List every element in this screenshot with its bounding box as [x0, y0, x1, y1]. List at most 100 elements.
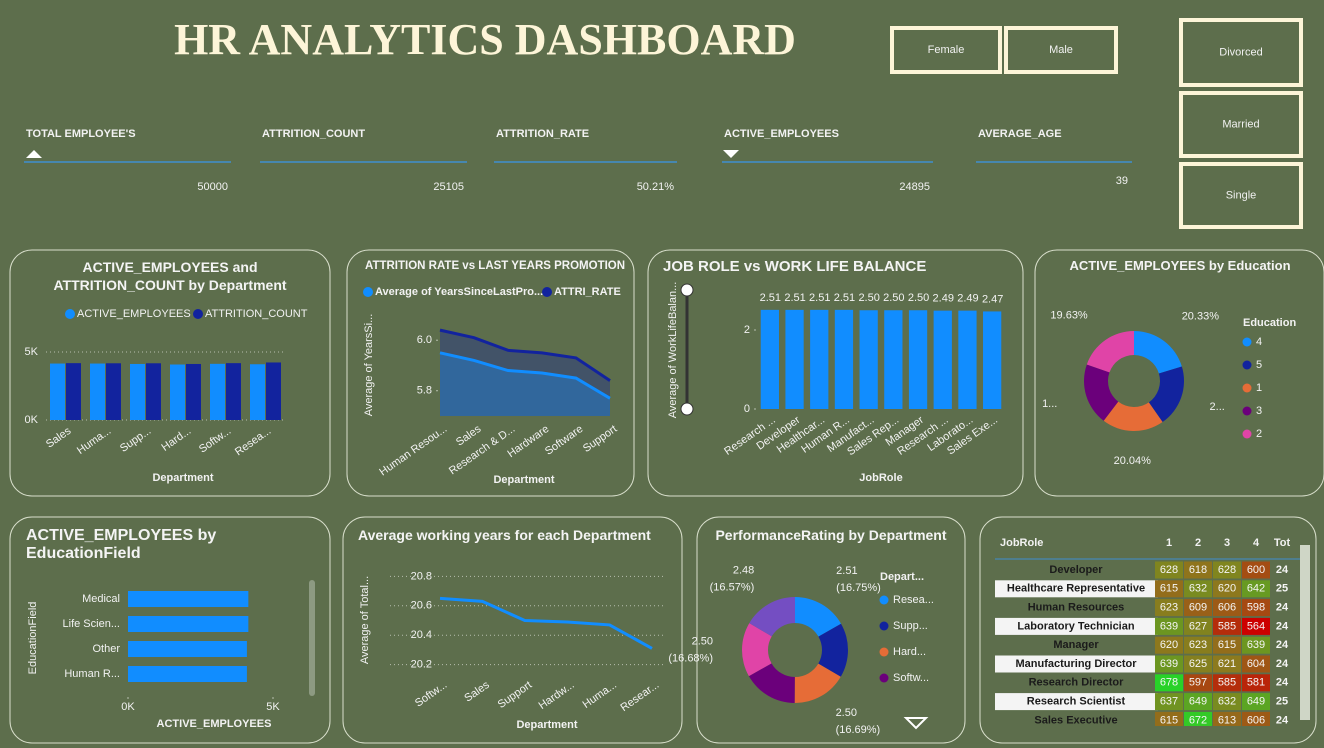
card [1034, 249, 1324, 497]
line [439, 328, 611, 382]
slicer-button[interactable] [1179, 18, 1303, 87]
matrix-row-header-cell [995, 561, 1158, 579]
x-tick-label: Softw... [197, 425, 233, 456]
slicer-button[interactable] [1179, 91, 1303, 158]
matrix-value: 620 [1160, 639, 1178, 651]
card [979, 516, 1317, 744]
matrix-cell [1155, 655, 1183, 673]
chart-title: JOB ROLE vs WORK LIFE BALANCE [663, 258, 927, 275]
slicer-label[interactable]: Male [1049, 44, 1073, 56]
y-axis-label: EducationField [27, 602, 39, 675]
bar [266, 362, 281, 420]
y-tick-label: 20.8 [411, 570, 432, 582]
matrix-value: 25 [1276, 583, 1288, 595]
x-tick-label: 5K [266, 701, 280, 713]
legend-scroll[interactable] [903, 717, 929, 730]
matrix-value: 628 [1160, 564, 1178, 576]
y-tick-label: 0 [744, 403, 750, 415]
data-label: (16.68%) [668, 652, 713, 664]
bar [958, 310, 977, 409]
y-tick-label: 20.6 [411, 600, 432, 612]
bar [128, 616, 249, 632]
data-label: 2.50 [692, 635, 713, 647]
data-label: 19.63% [1050, 310, 1088, 322]
matrix-value: 678 [1160, 677, 1178, 689]
x-axis-label: Department [152, 472, 213, 484]
chart-title: ACTIVE_EMPLOYEES by Education [1069, 258, 1291, 273]
y-axis-label: Average of Total... [359, 576, 371, 664]
matrix-value: 639 [1160, 658, 1178, 670]
matrix-cell [1184, 617, 1212, 635]
matrix-cell [1213, 599, 1241, 617]
y-tick-label: 2 [744, 324, 750, 336]
kpi-value: 25105 [433, 181, 464, 193]
data-label: 2.51 [836, 565, 857, 577]
matrix-cell [1155, 636, 1183, 654]
matrix-row-header-cell [995, 655, 1158, 673]
bar [146, 363, 161, 420]
matrix-row-header: Healthcare Representative [1007, 583, 1145, 595]
legend-label: 3 [1256, 405, 1262, 417]
matrix-value: 564 [1247, 620, 1265, 632]
matrix-header: Tot [1274, 537, 1291, 549]
slicer-label[interactable]: Single [1226, 189, 1257, 201]
kpi-label: ATTRITION_RATE [496, 128, 589, 140]
bar [760, 309, 779, 409]
slider-handle[interactable] [680, 402, 694, 416]
slicer-button[interactable] [1179, 162, 1303, 229]
area [440, 352, 610, 416]
y-tick-label: 20.2 [411, 659, 432, 671]
card [346, 249, 635, 497]
matrix-cell [1242, 674, 1270, 692]
bar [859, 310, 878, 409]
matrix-cell [1242, 599, 1270, 617]
slicer-button[interactable] [1004, 26, 1118, 74]
x-tick-label: Hard... [159, 425, 193, 454]
slicer-label[interactable]: Divorced [1219, 46, 1262, 58]
bar [128, 641, 247, 657]
card [9, 516, 331, 744]
legend-label: 5 [1256, 359, 1262, 371]
line [439, 596, 653, 650]
matrix-cell [1213, 674, 1241, 692]
card [342, 516, 683, 744]
matrix: JobRole 1 2 3 4 Tot Developer 628 618 628 600 24 Hea… [995, 537, 1300, 726]
legend-label: Average of YearsSinceLastPro... [375, 286, 543, 298]
matrix-value: 627 [1189, 620, 1207, 632]
bar [834, 309, 854, 409]
slider-handle[interactable] [680, 283, 694, 297]
matrix-cell [1213, 636, 1241, 654]
matrix-value: 604 [1247, 658, 1265, 670]
bar [226, 363, 241, 420]
matrix-value: 632 [1218, 696, 1236, 708]
x-tick-label: Resea... [233, 425, 273, 458]
matrix-value: 639 [1247, 639, 1265, 651]
bar [170, 364, 185, 420]
x-tick-label: Support [496, 679, 534, 711]
x-tick-label: Sales [44, 425, 74, 451]
data-label: 2.51 [834, 292, 855, 304]
bar [210, 363, 225, 420]
data-label: 2.51 [760, 292, 781, 304]
bar [66, 363, 81, 420]
matrix-value: 24 [1276, 658, 1289, 670]
matrix-row-header: Manager [1053, 639, 1099, 651]
bar [983, 311, 1002, 409]
slicer-label[interactable]: Married [1222, 118, 1259, 130]
matrix-value: 24 [1276, 677, 1289, 689]
slicer-label[interactable]: Female [928, 44, 965, 56]
matrix-cell [1242, 617, 1270, 635]
x-axis-label: ACTIVE_EMPLOYEES [157, 718, 272, 730]
scrollbar[interactable] [1300, 545, 1310, 720]
matrix-cell [1184, 711, 1212, 726]
matrix-row-header-cell [995, 711, 1158, 726]
matrix-row-header-cell [995, 580, 1158, 598]
bar [106, 363, 121, 420]
scrollbar[interactable] [309, 580, 315, 696]
data-label: 20.33% [1182, 311, 1220, 323]
legend-marker [879, 673, 889, 683]
slicer-button[interactable] [890, 26, 1002, 74]
legend-marker [1242, 429, 1252, 439]
